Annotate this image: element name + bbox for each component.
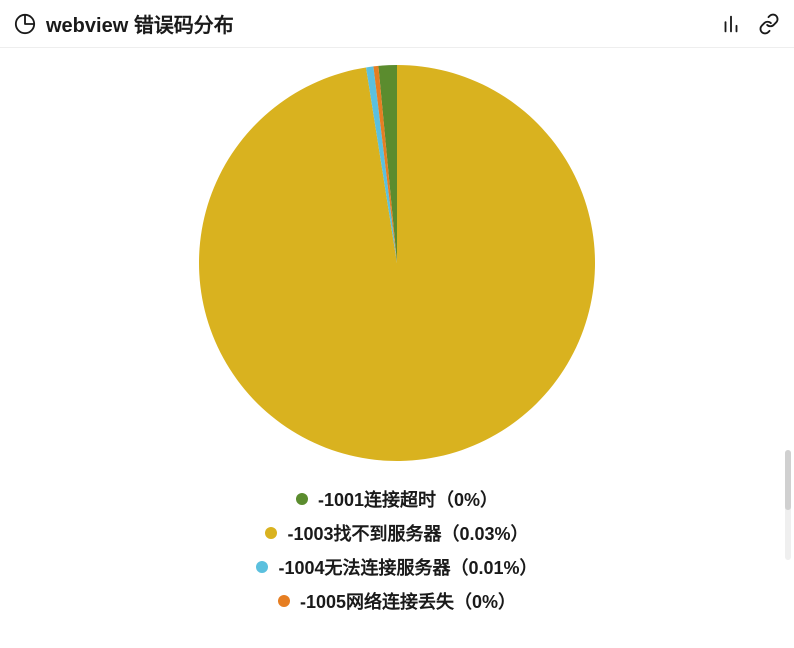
scrollbar-thumb[interactable] [785, 450, 791, 510]
pie-chart [197, 63, 597, 463]
legend-label: -1001连接超时（0%） [318, 486, 498, 512]
pie-wrap [197, 63, 597, 463]
legend-label: -1003找不到服务器（0.03%） [287, 520, 528, 546]
legend-label: -1004无法连接服务器（0.01%） [278, 554, 537, 580]
header-left: webview 错误码分布 [14, 9, 234, 38]
legend-label: -1005网络连接丢失（0%） [300, 588, 516, 614]
legend-dot [265, 527, 277, 539]
legend-item[interactable]: -1001连接超时（0%） [296, 486, 498, 512]
legend-dot [278, 595, 290, 607]
legend-dot [296, 493, 308, 505]
pie-chart-icon[interactable] [14, 13, 36, 35]
legend: -1001连接超时（0%） -1003找不到服务器（0.03%） -1004无法连接… [0, 478, 794, 614]
header-actions [720, 13, 780, 35]
pie-chart-area [0, 48, 794, 478]
panel-header: webview 错误码分布 [0, 0, 794, 48]
legend-dot [256, 561, 268, 573]
bar-chart-icon[interactable] [720, 13, 742, 35]
legend-item[interactable]: -1005网络连接丢失（0%） [278, 588, 516, 614]
legend-item[interactable]: -1004无法连接服务器（0.01%） [256, 554, 537, 580]
legend-item[interactable]: -1003找不到服务器（0.03%） [265, 520, 528, 546]
panel-title: webview 错误码分布 [46, 9, 234, 38]
scrollbar[interactable] [785, 450, 791, 560]
link-icon[interactable] [758, 13, 780, 35]
